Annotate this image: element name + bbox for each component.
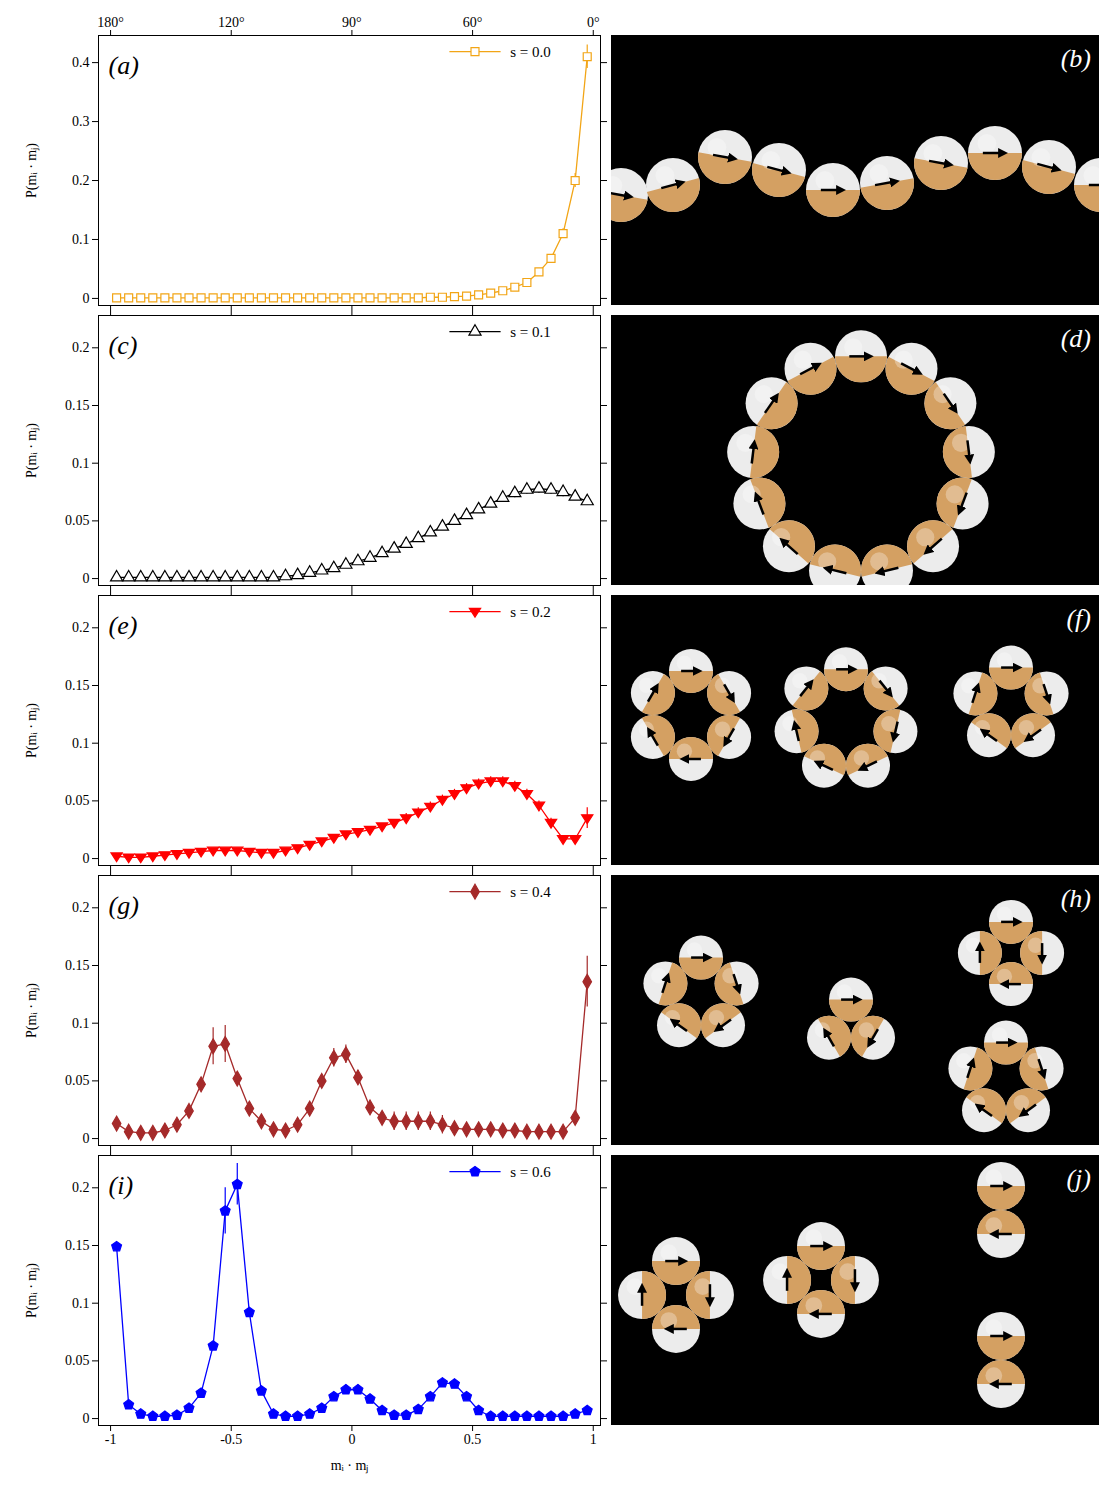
svg-text:0.1: 0.1 [72,232,90,247]
svg-text:(e): (e) [109,611,138,640]
svg-text:0.5: 0.5 [464,1432,482,1447]
svg-text:0°: 0° [587,15,600,30]
svg-text:(j): (j) [1066,1164,1091,1193]
svg-text:180°: 180° [97,15,124,30]
svg-text:(g): (g) [109,891,139,920]
svg-text:P(mᵢ · mⱼ): P(mᵢ · mⱼ) [24,983,40,1038]
svg-text:0.2: 0.2 [72,340,90,355]
svg-text:s = 0.1: s = 0.1 [510,324,551,340]
svg-text:0.1: 0.1 [72,456,90,471]
svg-text:0.05: 0.05 [65,1353,90,1368]
svg-text:P(mᵢ · mⱼ): P(mᵢ · mⱼ) [24,703,40,758]
svg-text:0.05: 0.05 [65,513,90,528]
svg-text:0.2: 0.2 [72,900,90,915]
svg-text:0: 0 [83,1131,90,1146]
svg-text:(d): (d) [1061,324,1091,353]
svg-text:0: 0 [83,851,90,866]
svg-text:(i): (i) [109,1171,134,1200]
svg-text:P(mᵢ · mⱼ): P(mᵢ · mⱼ) [24,1263,40,1318]
svg-text:(c): (c) [109,331,138,360]
svg-text:-0.5: -0.5 [220,1432,242,1447]
svg-text:0.2: 0.2 [72,620,90,635]
svg-text:s = 0.6: s = 0.6 [510,1164,551,1180]
svg-text:0.15: 0.15 [65,1238,90,1253]
svg-text:0.05: 0.05 [65,793,90,808]
svg-text:0: 0 [83,1411,90,1426]
svg-text:0.15: 0.15 [65,678,90,693]
svg-text:(a): (a) [109,51,139,80]
svg-text:0: 0 [83,291,90,306]
svg-text:0.4: 0.4 [72,55,90,70]
svg-text:0.05: 0.05 [65,1073,90,1088]
svg-text:0.1: 0.1 [72,1296,90,1311]
svg-text:(h): (h) [1061,884,1091,913]
svg-text:0.3: 0.3 [72,114,90,129]
svg-text:0.2: 0.2 [72,1180,90,1195]
svg-text:s = 0.2: s = 0.2 [510,604,551,620]
svg-text:0.1: 0.1 [72,736,90,751]
svg-text:0: 0 [83,571,90,586]
svg-text:0.2: 0.2 [72,173,90,188]
svg-text:P(mᵢ · mⱼ): P(mᵢ · mⱼ) [24,423,40,478]
svg-text:(f): (f) [1066,604,1091,633]
svg-text:P(mᵢ · mⱼ): P(mᵢ · mⱼ) [24,143,40,198]
svg-text:120°: 120° [218,15,245,30]
svg-text:0: 0 [348,1432,355,1447]
svg-text:mᵢ · mⱼ: mᵢ · mⱼ [331,1458,369,1474]
svg-text:-1: -1 [105,1432,117,1447]
svg-text:90°: 90° [342,15,362,30]
svg-text:0.15: 0.15 [65,398,90,413]
svg-text:0.1: 0.1 [72,1016,90,1031]
svg-text:s = 0.4: s = 0.4 [510,884,551,900]
svg-text:(b): (b) [1061,44,1091,73]
svg-text:0.15: 0.15 [65,958,90,973]
svg-text:60°: 60° [463,15,483,30]
svg-text:1: 1 [590,1432,597,1447]
svg-text:s = 0.0: s = 0.0 [510,44,551,60]
